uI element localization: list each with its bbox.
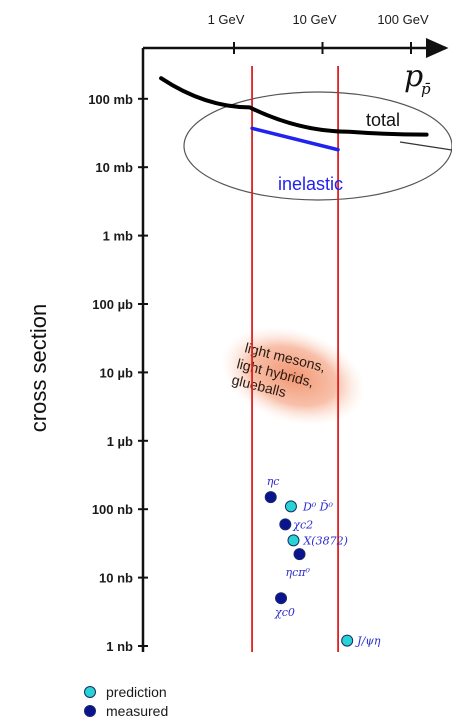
y-tick-label-10-nb: 10 nb (99, 571, 133, 586)
ellipse-pointer-line (399, 141, 452, 151)
legend-label-prediction: prediction (106, 683, 167, 700)
x-axis-variable-sub: p̄ (421, 80, 431, 98)
y-tick-label-1-nb: 1 nb (106, 639, 133, 654)
x-tick-label-10-gev: 10 GeV (292, 12, 336, 27)
data-points: ηc χc2 D⁰ D̄⁰ X(3872) ηcπ⁰ χc0 J/ψη (264, 475, 381, 648)
legend-item-measured: measured (84, 701, 168, 720)
point-c-measured (264, 491, 277, 504)
y-tick-label-1-mb: 1 mb (103, 229, 133, 244)
vertical-lines (251, 66, 339, 652)
point-label: χc0 (274, 606, 295, 619)
point-c0-measured (275, 592, 288, 605)
point-c-measured (293, 548, 306, 561)
point-x-3872-prediction (287, 534, 300, 547)
y-tick-label-10-mb: 10 mb (95, 160, 133, 175)
series-line-inelastic (250, 126, 340, 152)
series-label-total: total (366, 110, 400, 130)
point-d-d-prediction (284, 500, 297, 513)
point-label: ηc (267, 475, 280, 488)
curves (159, 76, 429, 152)
point-label: χc2 (292, 518, 313, 531)
point-c2-measured (279, 518, 292, 531)
x-ticks: 1 GeV 10 GeV 100 GeV (208, 12, 429, 54)
light-mesons-region: light mesons, light hybrids, glueballs (221, 326, 365, 426)
x-axis-variable: p (404, 59, 423, 94)
point-label: J/ψη (355, 635, 381, 648)
y-tick-label-100-b: 100 µb (92, 297, 133, 312)
y-tick-label-1-b: 1 µb (107, 434, 133, 449)
point-j-prediction (341, 634, 354, 647)
y-tick-label-100-nb: 100 nb (92, 502, 133, 517)
series-line-total (159, 76, 429, 137)
legend-item-prediction: prediction (84, 682, 168, 701)
legend-label-measured: measured (106, 702, 169, 719)
measured-marker-icon (84, 704, 96, 717)
y-ticks: 1 nb 10 nb 100 nb 1 µb 10 µb 100 µb 1 mb 10 mb 1… (88, 92, 148, 654)
x-tick-label-100-gev: 100 GeV (377, 12, 429, 27)
prediction-marker-icon (84, 685, 96, 698)
y-axis-label: cross section (26, 304, 51, 432)
point-label: ηcπ⁰ (286, 566, 311, 579)
highlight-ellipse (183, 91, 452, 201)
x-tick-label-1-gev: 1 GeV (208, 12, 245, 27)
y-tick-label-100-mb: 100 mb (88, 92, 133, 107)
legend: prediction measured (84, 682, 168, 720)
series-label-inelastic: inelastic (278, 174, 343, 194)
point-label: X(3872) (302, 534, 347, 547)
y-tick-label-10-b: 10 µb (99, 365, 133, 380)
point-label: D⁰ D̄⁰ (302, 500, 334, 513)
